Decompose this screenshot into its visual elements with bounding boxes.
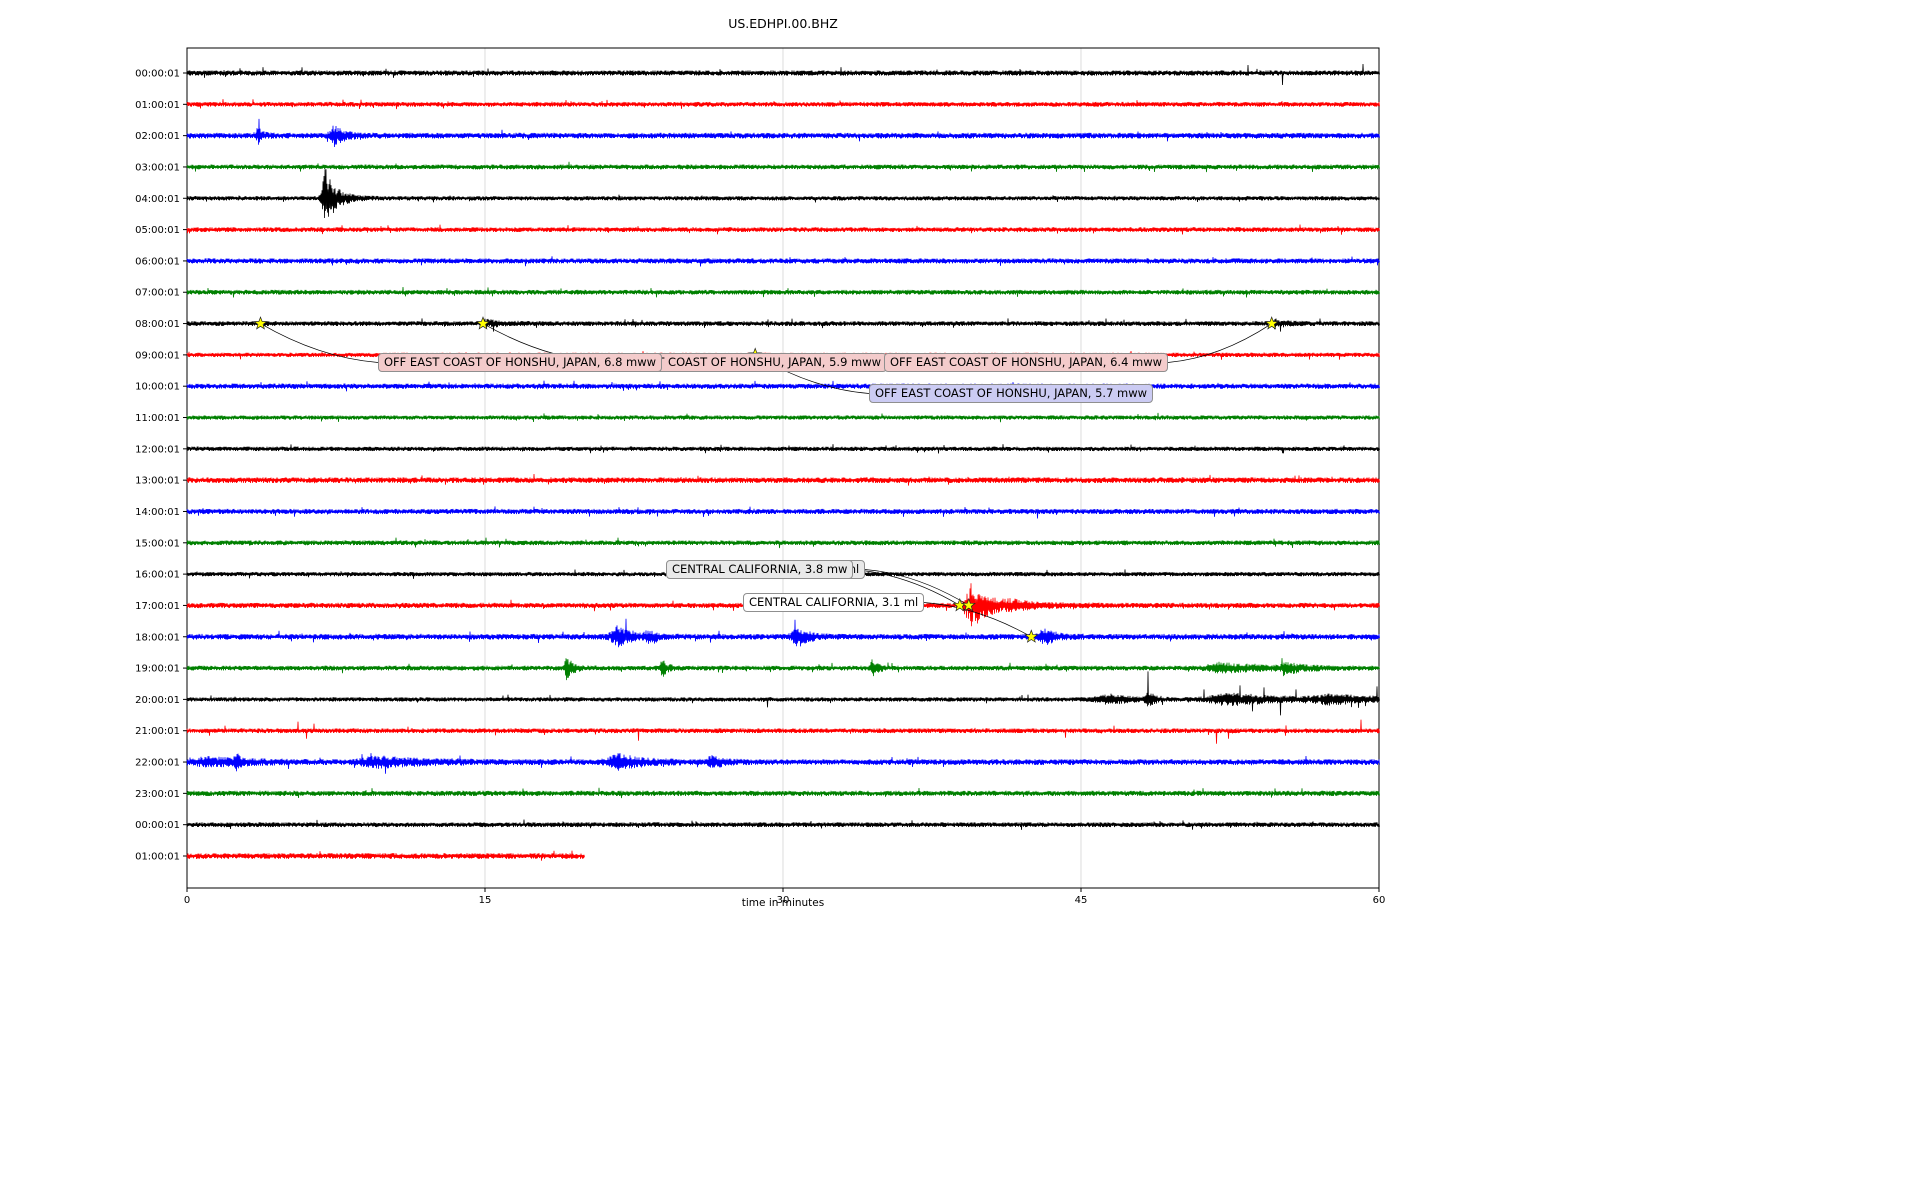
trace-row	[186, 318, 1380, 332]
event-star-icon	[253, 316, 268, 330]
trace-row	[186, 169, 1380, 219]
row-label: 01:00:01	[135, 100, 180, 111]
trace-row	[186, 63, 1380, 86]
trace-row	[186, 506, 1380, 519]
trace-row	[186, 286, 1380, 298]
x-tick-label: 60	[1373, 895, 1386, 906]
trace-row	[186, 444, 1380, 454]
row-label: 01:00:01	[135, 852, 180, 863]
event-annotation-box: OFF EAST COAST OF HONSHU, JAPAN, 5.9 mww	[603, 353, 888, 372]
event-star-icon	[475, 316, 491, 330]
x-axis-label: time in minutes	[741, 897, 825, 909]
trace-row	[186, 658, 1380, 681]
event-annotation-box: OFF EAST COAST OF HONSHU, JAPAN, 5.7 mww	[869, 384, 1154, 403]
row-label: 03:00:01	[135, 163, 180, 174]
annotation-leader-line	[260, 323, 379, 363]
row-label: 14:00:01	[135, 507, 180, 518]
trace-row	[186, 224, 1380, 235]
event-annotation-box: CENTRAL CALIFORNIA, 3.8 mw	[666, 560, 854, 579]
row-label: 06:00:01	[135, 256, 180, 267]
row-label: 11:00:01	[135, 413, 180, 424]
event-star-icon	[1024, 629, 1039, 643]
row-label: 20:00:01	[135, 695, 180, 706]
trace-row	[186, 256, 1380, 267]
trace-row	[186, 380, 1380, 392]
row-label: 00:00:01	[135, 69, 180, 80]
trace-row	[186, 819, 1380, 830]
row-label: 22:00:01	[135, 758, 180, 769]
x-tick-label: 30	[777, 895, 790, 906]
row-label: 00:00:01	[135, 820, 180, 831]
x-tick-label: 0	[184, 895, 190, 906]
trace-row	[186, 753, 1380, 774]
annotation-leader-line	[1167, 323, 1272, 363]
event-star-icon	[1264, 316, 1279, 330]
trace-row	[186, 671, 1380, 716]
event-annotation-box: OFF EAST COAST OF HONSHU, JAPAN, 6.8 mww	[378, 353, 663, 372]
row-label: 10:00:01	[135, 382, 180, 393]
row-label: 18:00:01	[135, 632, 180, 643]
trace-row	[186, 537, 1380, 549]
x-tick-label: 45	[1075, 895, 1088, 906]
chart-title: US.EDHPI.00.BHZ	[728, 16, 838, 31]
row-label: 21:00:01	[135, 726, 180, 737]
row-label: 09:00:01	[135, 350, 180, 361]
row-label: 23:00:01	[135, 789, 180, 800]
trace-row	[186, 412, 1380, 423]
event-annotation-box: OFF EAST COAST OF HONSHU, JAPAN, 6.4 mww	[884, 353, 1169, 372]
event-star-icon	[961, 597, 976, 612]
trace-row	[186, 787, 1380, 799]
row-label: 08:00:01	[135, 319, 180, 330]
row-label: 04:00:01	[135, 194, 180, 205]
row-label: 07:00:01	[135, 288, 180, 299]
trace-row	[186, 618, 1380, 648]
trace-row	[186, 850, 585, 861]
row-label: 17:00:01	[135, 601, 180, 612]
annotation-leader-line	[923, 602, 1032, 638]
trace-row	[186, 99, 1380, 110]
row-label: 15:00:01	[135, 538, 180, 549]
row-label: 16:00:01	[135, 570, 180, 581]
trace-row	[186, 161, 1380, 173]
row-label: 12:00:01	[135, 444, 180, 455]
event-annotation-box: CENTRAL CALIFORNIA, 3.1 ml	[743, 593, 925, 612]
row-label: 13:00:01	[135, 476, 180, 487]
trace-row	[186, 473, 1380, 486]
row-label: 02:00:01	[135, 131, 180, 142]
trace-row	[186, 118, 1380, 148]
trace-row	[186, 719, 1380, 744]
x-tick-label: 15	[479, 895, 492, 906]
annotation-leader-line	[864, 569, 969, 606]
row-label: 19:00:01	[135, 664, 180, 675]
row-label: 05:00:01	[135, 225, 180, 236]
